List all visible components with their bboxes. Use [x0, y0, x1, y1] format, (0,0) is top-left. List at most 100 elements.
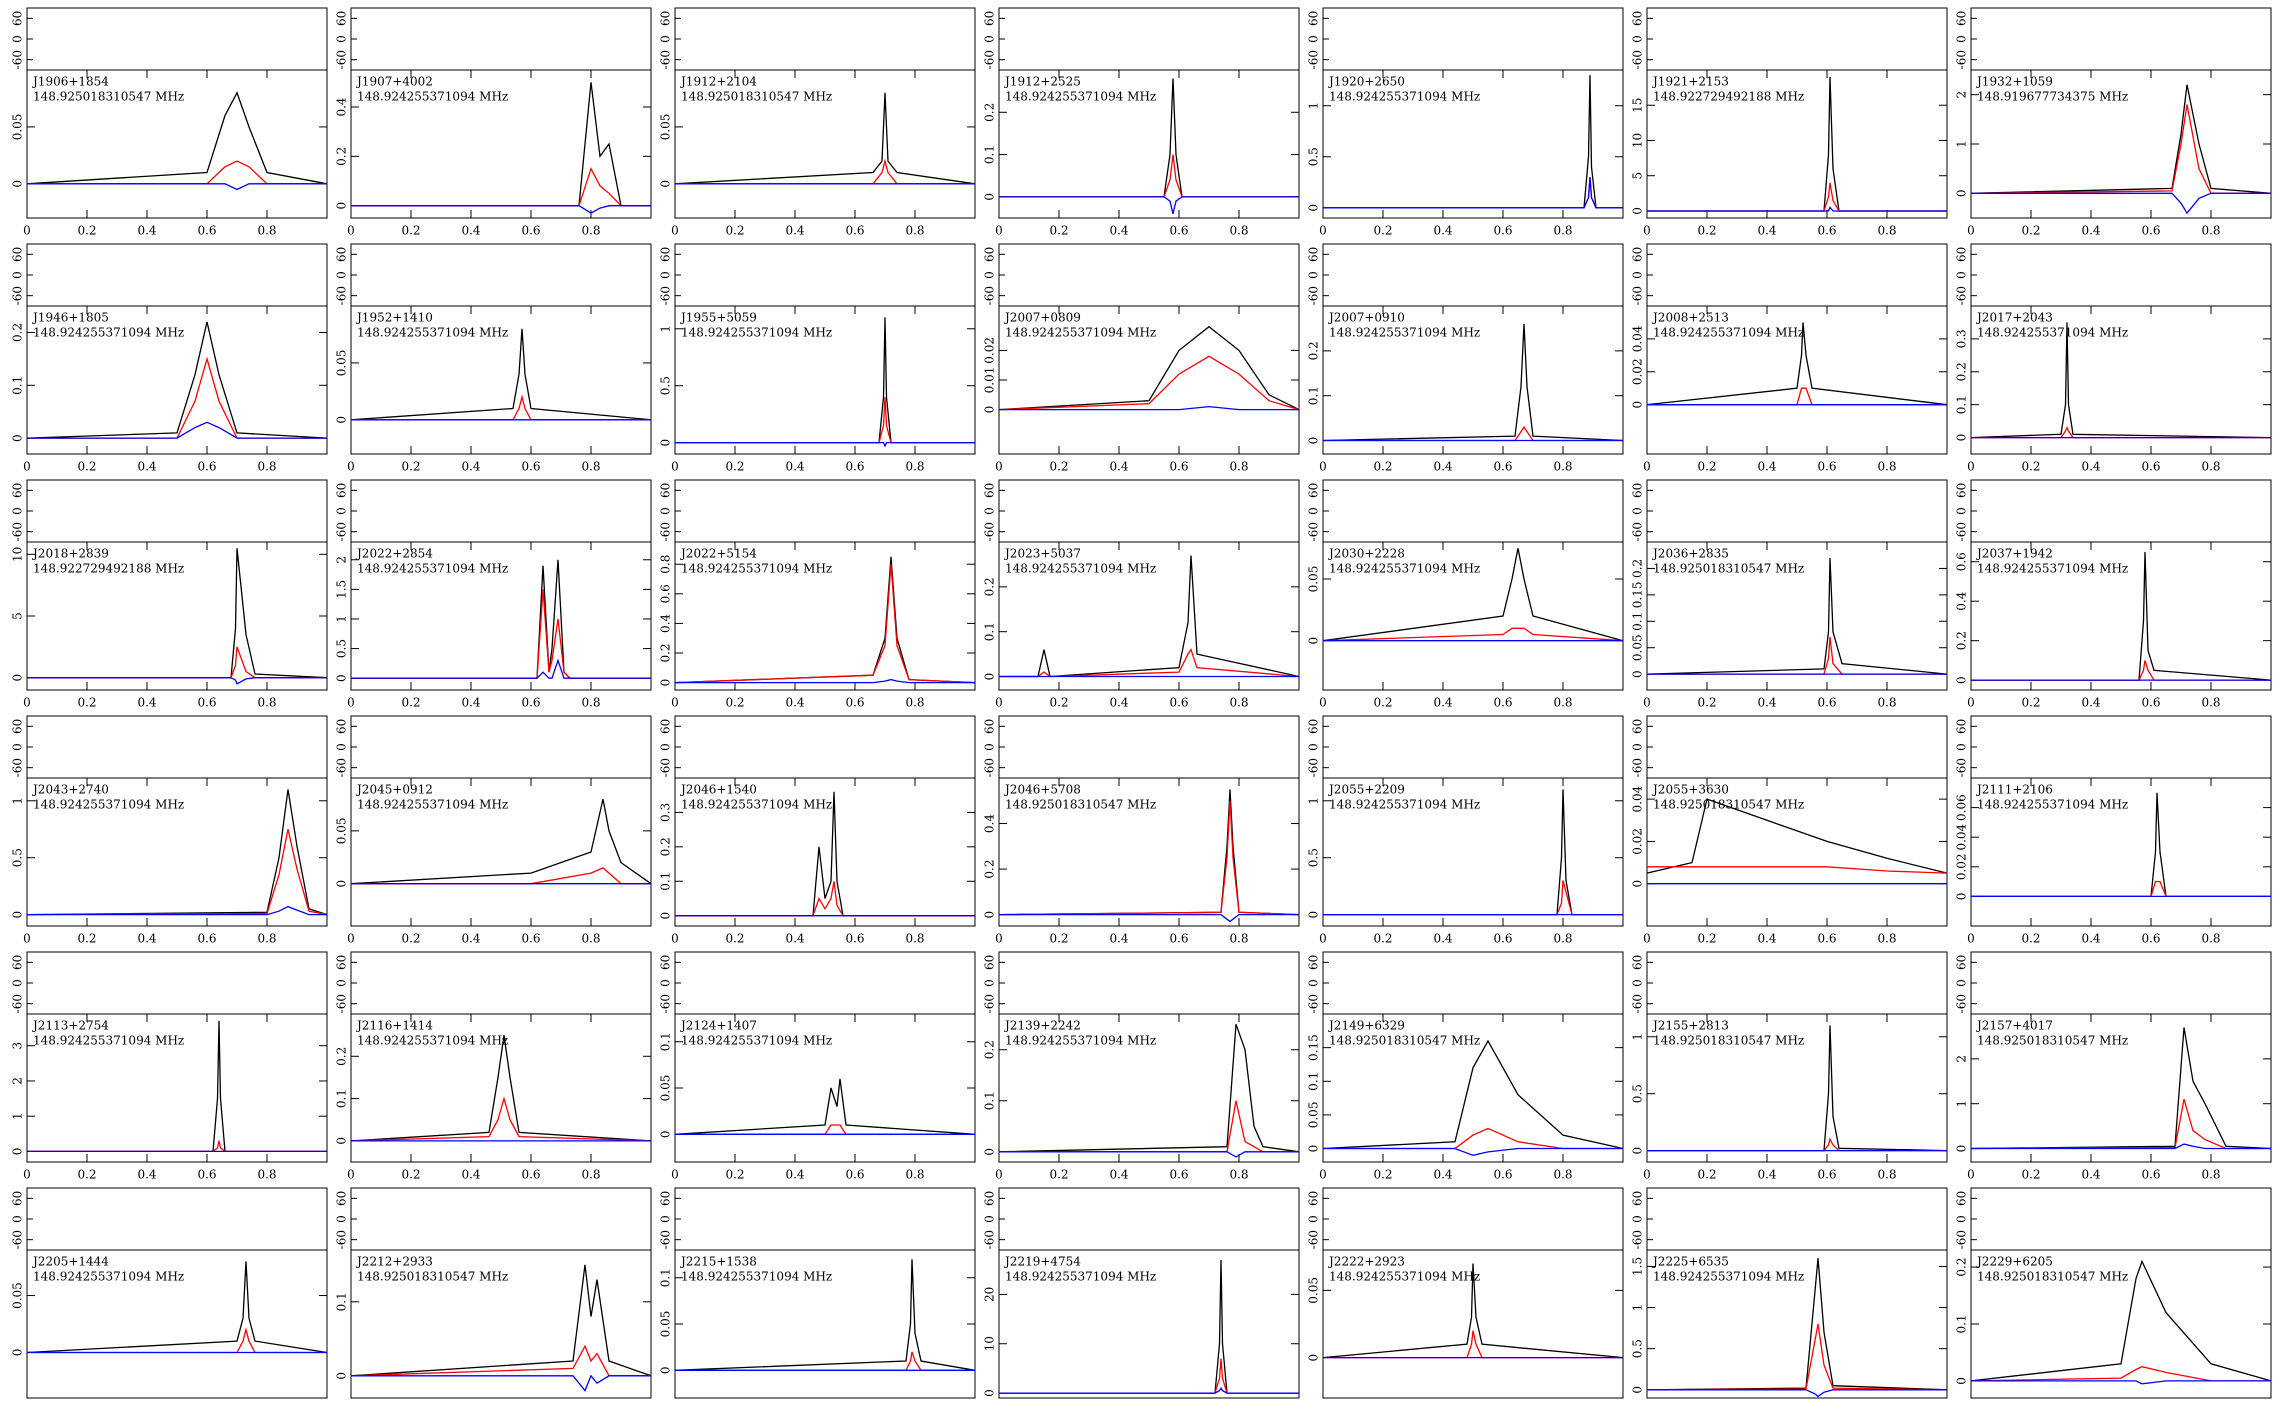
- x-tick-label: 0.6: [845, 696, 864, 710]
- x-tick-label: 0: [1319, 460, 1327, 474]
- x-tick-label: 0.8: [1877, 1168, 1896, 1182]
- x-tick-label: 0: [23, 460, 31, 474]
- pulsar-name: J2036+2835: [1651, 547, 1729, 561]
- y-tick-label: 0: [1631, 207, 1645, 215]
- x-tick-label: 0.6: [1817, 224, 1836, 238]
- x-tick-label: 0.6: [2141, 1168, 2160, 1182]
- x-tick-label: 0.8: [257, 696, 276, 710]
- profile-line: [27, 421, 327, 439]
- x-tick-label: 0.8: [2201, 1168, 2220, 1182]
- pa-frame: [1970, 243, 2272, 307]
- y-tick-label: 0: [659, 679, 673, 687]
- profile-line: [999, 196, 1299, 214]
- x-tick-label: 0.6: [1493, 460, 1512, 474]
- pa-y-tick-label: -60: [11, 50, 25, 69]
- pa-y-tick-label: -60: [1307, 50, 1321, 69]
- frequency-label: 148.924255371094 MHz: [357, 798, 508, 812]
- profile-line: [1647, 1137, 1947, 1152]
- y-tick-label: 0: [1955, 190, 1969, 198]
- y-tick-label: 1: [11, 1112, 25, 1120]
- y-tick-label: 1: [659, 325, 673, 333]
- x-tick-label: 0.8: [1553, 460, 1572, 474]
- y-tick-label: 1: [1307, 797, 1321, 805]
- y-tick-label: 0: [1631, 1386, 1645, 1394]
- pulsar-name: J1920+2650: [1327, 75, 1405, 89]
- x-tick-label: 0.6: [521, 460, 540, 474]
- x-tick-label: 0.8: [257, 932, 276, 946]
- pa-y-tick-label: -60: [659, 50, 673, 69]
- pa-y-tick-label: 60: [335, 483, 349, 498]
- profile-line: [26, 321, 328, 439]
- x-tick-label: 0.8: [1229, 932, 1248, 946]
- x-tick-label: 0.6: [1169, 696, 1188, 710]
- y-tick-label: 0: [983, 911, 997, 919]
- pa-y-tick-label: 60: [1631, 483, 1645, 498]
- x-tick-label: 0.8: [1229, 1168, 1248, 1182]
- y-tick-label: 0.04: [1955, 823, 1969, 850]
- pa-frame: [1970, 1187, 2272, 1251]
- x-tick-label: 0.4: [461, 224, 480, 238]
- profile-frame: [1322, 777, 1624, 927]
- pa-frame: [350, 479, 652, 543]
- profile-line: [1323, 177, 1623, 209]
- y-tick-label: 2: [1955, 91, 1969, 99]
- pulsar-name: J2149+6329: [1327, 1019, 1405, 1033]
- profile-line: [675, 158, 975, 185]
- x-tick-label: 0.6: [1169, 224, 1188, 238]
- frequency-label: 148.924255371094 MHz: [1977, 798, 2128, 812]
- profile-line: [350, 1035, 652, 1142]
- x-tick-label: 0.6: [1169, 460, 1188, 474]
- pulsar-name: J2022+2854: [355, 547, 433, 561]
- frequency-label: 148.925018310547 MHz: [1653, 1034, 1804, 1048]
- x-tick-label: 0.4: [461, 460, 480, 474]
- x-tick-label: 0: [1643, 696, 1651, 710]
- pulsar-name: J2212+2933: [355, 1255, 433, 1269]
- pa-y-tick-label: 0: [659, 507, 673, 515]
- y-tick-label: 0: [659, 1130, 673, 1138]
- pulsar-name: J2030+2228: [1327, 547, 1405, 561]
- pa-y-tick-label: -60: [1631, 758, 1645, 777]
- pulsar-name: J2017+2043: [1975, 311, 2053, 325]
- x-tick-label: 0.4: [785, 224, 804, 238]
- x-tick-label: 0.4: [1757, 224, 1776, 238]
- profile-line: [1971, 192, 2271, 215]
- y-tick-label: 0: [983, 673, 997, 681]
- y-tick-label: 0: [659, 180, 673, 188]
- frequency-label: 148.925018310547 MHz: [1653, 798, 1804, 812]
- frequency-label: 148.924255371094 MHz: [1329, 90, 1480, 104]
- y-tick-label: 0.02: [1631, 828, 1645, 855]
- pa-y-tick-label: 0: [1631, 1215, 1645, 1223]
- pa-y-tick-label: -60: [335, 522, 349, 541]
- profile-line: [351, 205, 651, 214]
- pa-y-tick-label: -60: [1307, 758, 1321, 777]
- pa-y-tick-label: 0: [1631, 35, 1645, 43]
- y-tick-label: 0: [335, 1372, 349, 1380]
- pa-y-tick-label: 0: [659, 979, 673, 987]
- pa-y-tick-label: 60: [1955, 247, 1969, 262]
- x-tick-label: 0.8: [905, 224, 924, 238]
- pa-y-tick-label: 60: [335, 1191, 349, 1206]
- x-tick-label: 0.2: [77, 932, 96, 946]
- pa-frame: [674, 479, 976, 543]
- y-tick-label: 0.05: [1307, 1277, 1321, 1304]
- profile-line: [351, 658, 651, 679]
- y-tick-label: 0.4: [335, 97, 349, 116]
- pa-y-tick-label: -60: [335, 50, 349, 69]
- pa-y-tick-label: 60: [11, 1191, 25, 1206]
- pa-y-tick-label: 0: [11, 1215, 25, 1223]
- pa-y-tick-label: 0: [983, 743, 997, 751]
- profile-line: [26, 91, 328, 185]
- y-tick-label: 0: [11, 434, 25, 442]
- profile-line: [27, 1140, 327, 1153]
- profile-frame: [1322, 1013, 1624, 1163]
- x-tick-label: 0.4: [785, 460, 804, 474]
- pa-y-tick-label: -60: [335, 286, 349, 305]
- profile-line: [350, 1264, 652, 1377]
- x-tick-label: 0: [1643, 460, 1651, 474]
- x-tick-label: 0.2: [725, 1168, 744, 1182]
- y-tick-label: 0.2: [659, 643, 673, 662]
- frequency-label: 148.924255371094 MHz: [681, 326, 832, 340]
- x-tick-label: 0.6: [845, 460, 864, 474]
- pa-frame: [26, 7, 328, 71]
- profile-frame: [998, 541, 1300, 691]
